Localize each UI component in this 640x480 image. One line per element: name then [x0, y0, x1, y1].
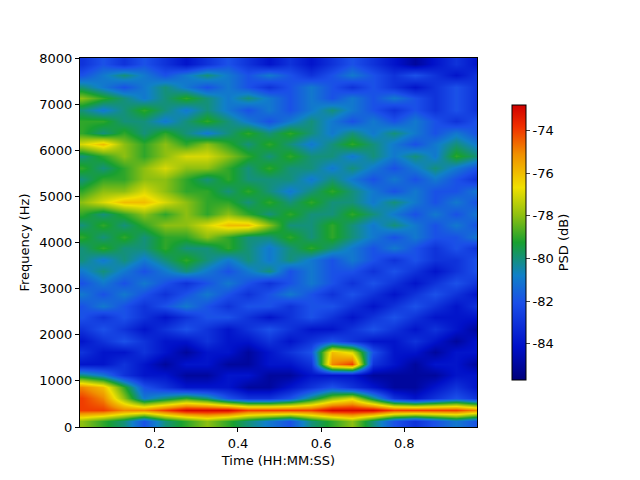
svg-text:-74: -74: [533, 123, 554, 138]
svg-text:8000: 8000: [39, 51, 72, 66]
svg-text:-78: -78: [533, 208, 554, 223]
svg-text:PSD (dB): PSD (dB): [556, 214, 571, 272]
svg-text:3000: 3000: [39, 281, 72, 296]
svg-text:5000: 5000: [39, 189, 72, 204]
svg-text:-76: -76: [533, 166, 554, 181]
svg-text:Time (HH:MM:SS): Time (HH:MM:SS): [221, 453, 335, 468]
svg-text:0.4: 0.4: [228, 436, 249, 451]
svg-text:6000: 6000: [39, 143, 72, 158]
svg-text:1000: 1000: [39, 373, 72, 388]
svg-text:7000: 7000: [39, 97, 72, 112]
svg-text:0: 0: [64, 420, 72, 435]
svg-text:0.8: 0.8: [394, 436, 415, 451]
svg-text:0.6: 0.6: [311, 436, 332, 451]
svg-text:0.2: 0.2: [144, 436, 165, 451]
svg-text:2000: 2000: [39, 327, 72, 342]
svg-text:-84: -84: [533, 336, 554, 351]
svg-text:-80: -80: [533, 251, 554, 266]
svg-text:-82: -82: [533, 294, 554, 309]
svg-text:Frequency (Hz): Frequency (Hz): [17, 193, 32, 291]
svg-text:4000: 4000: [39, 235, 72, 250]
